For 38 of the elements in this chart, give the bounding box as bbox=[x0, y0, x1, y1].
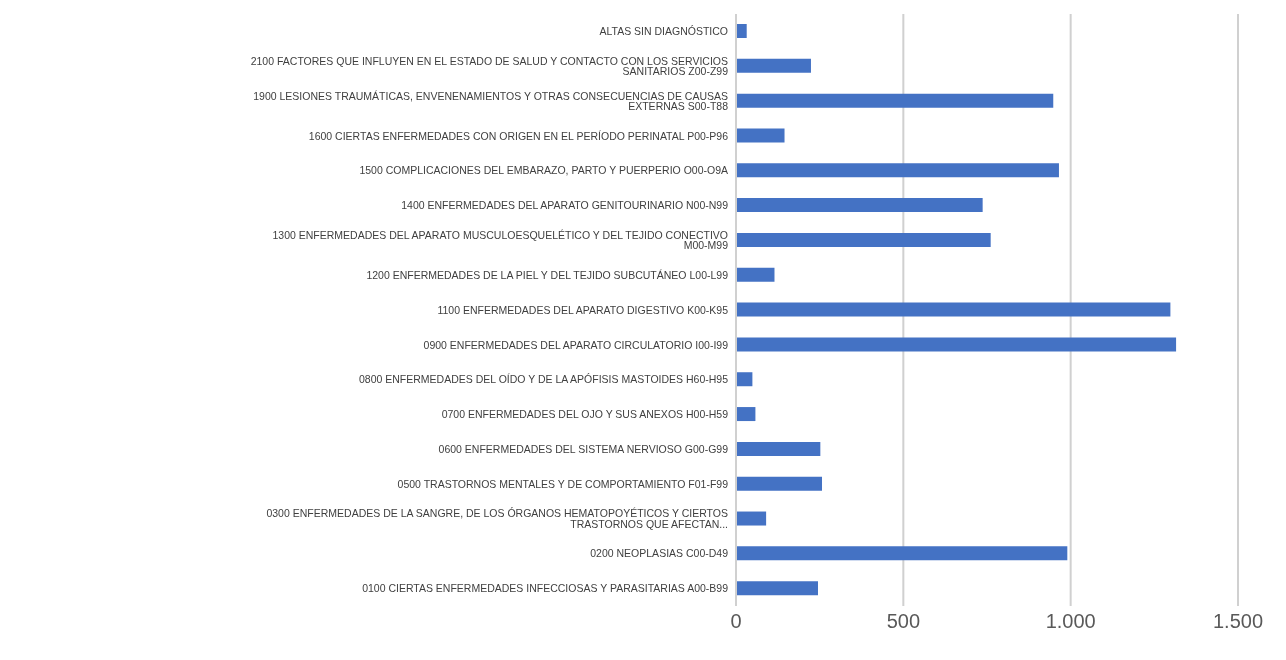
bar bbox=[736, 58, 811, 73]
y-tick-label: 0300 ENFERMEDADES DE LA SANGRE, DE LOS ÓRGANOS HEMATOPOYÉTICOS Y CIERTOS TRASTORNOS QUE AFECTAN... bbox=[266, 507, 728, 530]
y-tick-label: 1100 ENFERMEDADES DEL APARATO DIGESTIVO K00-K95 bbox=[437, 303, 729, 316]
y-tick-label: 0600 ENFERMEDADES DEL SISTEMA NERVIOSO G00-G99 bbox=[438, 443, 729, 456]
bar bbox=[736, 372, 753, 387]
bar bbox=[736, 441, 821, 456]
y-tick-label: 0500 TRASTORNOS MENTALES Y DE COMPORTAMIENTO F01-F99 bbox=[397, 477, 729, 490]
x-tick-label: 1.500 bbox=[1212, 610, 1264, 633]
y-tick-label: 1400 ENFERMEDADES DEL APARATO GENITOURINARIO N00-N99 bbox=[401, 199, 729, 212]
y-tick-label: 0100 CIERTAS ENFERMEDADES INFECCIOSAS Y PARASITARIAS A00-B99 bbox=[362, 582, 729, 595]
x-tick-label: 1.000 bbox=[1045, 610, 1096, 633]
y-tick-label: 0200 NEOPLASIAS C00-D49 bbox=[590, 547, 729, 560]
bar bbox=[736, 337, 1177, 352]
y-tick-label: 1300 ENFERMEDADES DEL APARATO MUSCULOESQUELÉTICO Y DEL TEJIDO CONECTIVO M00-M99 bbox=[272, 228, 729, 252]
bar bbox=[736, 24, 747, 38]
bar bbox=[736, 511, 767, 526]
bar bbox=[736, 476, 823, 491]
y-tick-label: 1500 COMPLICACIONES DEL EMBARAZO, PARTO Y PUERPERIO O00-O9A bbox=[359, 164, 728, 177]
bar bbox=[736, 407, 756, 422]
y-tick-label: 0800 ENFERMEDADES DEL OÍDO Y DE LA APÓFISIS MASTOIDES H60-H95 bbox=[359, 373, 729, 386]
bar bbox=[736, 302, 1171, 317]
bar bbox=[736, 546, 1068, 561]
x-tick-label: 500 bbox=[886, 610, 921, 633]
y-tick-label: 1900 LESIONES TRAUMÁTICAS, ENVENENAMIENTOS Y OTRAS CONSECUENCIAS DE CAUSAS EXTERNAS S00-T88 bbox=[253, 89, 729, 113]
y-tick-label: 1200 ENFERMEDADES DE LA PIEL Y DEL TEJIDO SUBCUTÁNEO L00-L99 bbox=[366, 268, 729, 281]
y-tick-label: 0900 ENFERMEDADES DEL APARATO CIRCULATORIO I00-I99 bbox=[423, 338, 729, 351]
bar bbox=[736, 232, 991, 247]
bar bbox=[736, 93, 1054, 108]
bar bbox=[736, 581, 818, 596]
y-tick-label: 0700 ENFERMEDADES DEL OJO Y SUS ANEXOS H00-H59 bbox=[441, 408, 729, 421]
y-tick-label: 1600 CIERTAS ENFERMEDADES CON ORIGEN EN EL PERÍODO PERINATAL P00-P96 bbox=[308, 129, 729, 142]
bar bbox=[736, 267, 775, 282]
bar bbox=[736, 163, 1059, 178]
y-tick-label: ALTAS SIN DIAGNÓSTICO bbox=[599, 25, 728, 38]
x-tick-label: 0 bbox=[730, 610, 742, 633]
bar bbox=[736, 128, 785, 143]
y-tick-label: 2100 FACTORES QUE INFLUYEN EN EL ESTADO DE SALUD Y CONTACTO CON LOS SERVICIOS SANITARIOS Z00-Z99 bbox=[250, 54, 729, 78]
bar bbox=[736, 198, 983, 213]
